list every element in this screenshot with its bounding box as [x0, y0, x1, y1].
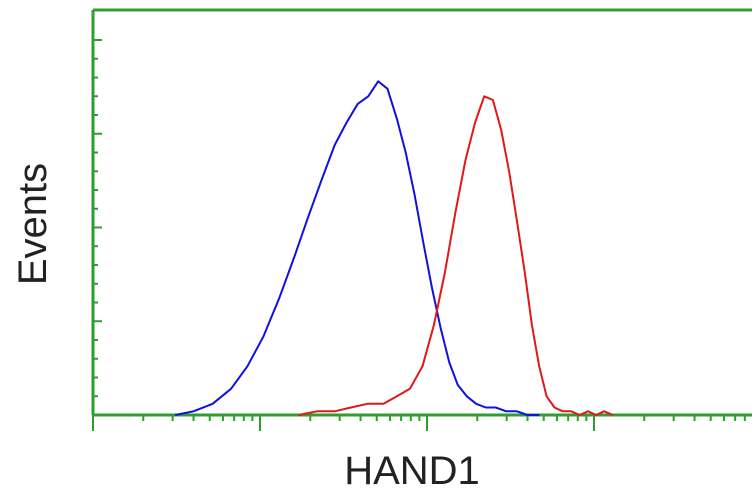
series-lines [174, 80, 614, 416]
y-axis-label: Events [11, 163, 55, 285]
axes [91, 8, 752, 417]
series-blue-line [174, 80, 540, 416]
series-red-line [298, 95, 614, 416]
x-axis-label: HAND1 [344, 449, 480, 493]
axis-ticks [92, 39, 746, 431]
